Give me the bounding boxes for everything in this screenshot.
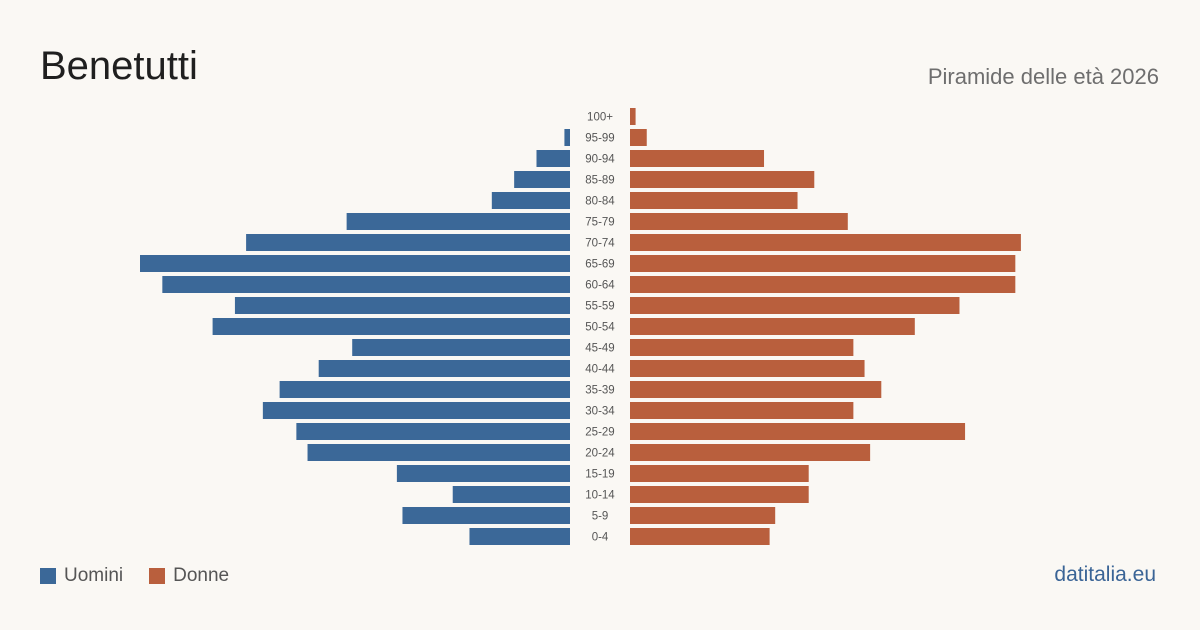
bar-women-45-49	[630, 339, 854, 356]
tick-label-5-9: 5-9	[592, 511, 609, 523]
tick-label-60-64: 60-64	[585, 280, 615, 292]
bar-men-65-69	[140, 255, 570, 272]
tick-label-45-49: 45-49	[585, 343, 614, 355]
tick-label-20-24: 20-24	[585, 448, 615, 460]
bar-men-75-79	[346, 213, 570, 230]
bar-men-40-44	[318, 360, 570, 377]
chart-title: Benetutti	[40, 44, 198, 88]
tick-label-0-4: 0-4	[592, 532, 609, 544]
bar-women-80-84	[630, 192, 798, 209]
bar-men-70-74	[246, 234, 571, 251]
chart-legend: Uomini Donne	[40, 565, 255, 587]
tick-label-70-74: 70-74	[585, 238, 615, 250]
tick-label-95-99: 95-99	[585, 133, 614, 145]
tick-label-35-39: 35-39	[585, 385, 614, 397]
bar-women-95-99	[630, 129, 647, 146]
legend-item-men: Uomini	[40, 565, 123, 587]
bar-women-85-89	[630, 171, 815, 188]
bar-men-90-94	[536, 150, 570, 167]
tick-label-85-89: 85-89	[585, 175, 614, 187]
bar-men-35-39	[279, 381, 570, 398]
bar-men-25-29	[296, 423, 570, 440]
bar-women-75-79	[630, 213, 848, 230]
bar-women-35-39	[630, 381, 882, 398]
tick-label-80-84: 80-84	[585, 196, 615, 208]
bar-women-90-94	[630, 150, 765, 167]
tick-label-40-44: 40-44	[585, 364, 615, 376]
bar-women-70-74	[630, 234, 1021, 251]
tick-label-100plus: 100+	[587, 112, 613, 124]
bar-women-40-44	[630, 360, 865, 377]
tick-label-55-59: 55-59	[585, 301, 614, 313]
bar-men-20-24	[307, 444, 570, 461]
bar-men-80-84	[491, 192, 570, 209]
legend-item-women: Donne	[149, 565, 229, 587]
chart-subtitle: Piramide delle età 2026	[927, 64, 1159, 89]
bar-men-45-49	[352, 339, 570, 356]
bar-men-0-4	[469, 528, 570, 545]
bar-women-25-29	[630, 423, 966, 440]
bar-men-60-64	[162, 276, 571, 293]
bar-men-55-59	[234, 297, 570, 314]
tick-label-90-94: 90-94	[585, 154, 615, 166]
bar-women-20-24	[630, 444, 871, 461]
tick-label-75-79: 75-79	[585, 217, 614, 229]
bar-women-65-69	[630, 255, 1016, 272]
bar-women-50-54	[630, 318, 915, 335]
bar-women-55-59	[630, 297, 960, 314]
bar-women-0-4	[630, 528, 770, 545]
bar-women-60-64	[630, 276, 1016, 293]
tick-label-15-19: 15-19	[585, 469, 614, 481]
brand-link[interactable]: datitalia.eu	[1054, 563, 1156, 586]
legend-swatch-women	[149, 568, 166, 584]
tick-label-10-14: 10-14	[585, 490, 615, 502]
tick-label-30-34: 30-34	[585, 406, 615, 418]
bar-women-15-19	[630, 465, 809, 482]
bar-men-85-89	[514, 171, 570, 188]
legend-label-women: Donne	[173, 565, 230, 586]
tick-label-50-54: 50-54	[585, 322, 615, 334]
bar-men-15-19	[396, 465, 570, 482]
bar-men-10-14	[452, 486, 570, 503]
legend-swatch-men	[40, 568, 56, 584]
bar-women-100plus	[630, 108, 636, 125]
legend-label-men: Uomini	[64, 565, 124, 586]
bar-men-30-34	[262, 402, 570, 419]
tick-label-25-29: 25-29	[585, 427, 614, 439]
bar-men-5-9	[402, 507, 570, 524]
bar-women-10-14	[630, 486, 809, 503]
bar-women-5-9	[630, 507, 776, 524]
bar-men-50-54	[212, 318, 570, 335]
bar-men-95-99	[564, 129, 570, 146]
tick-label-65-69: 65-69	[585, 259, 614, 271]
bar-women-30-34	[630, 402, 854, 419]
